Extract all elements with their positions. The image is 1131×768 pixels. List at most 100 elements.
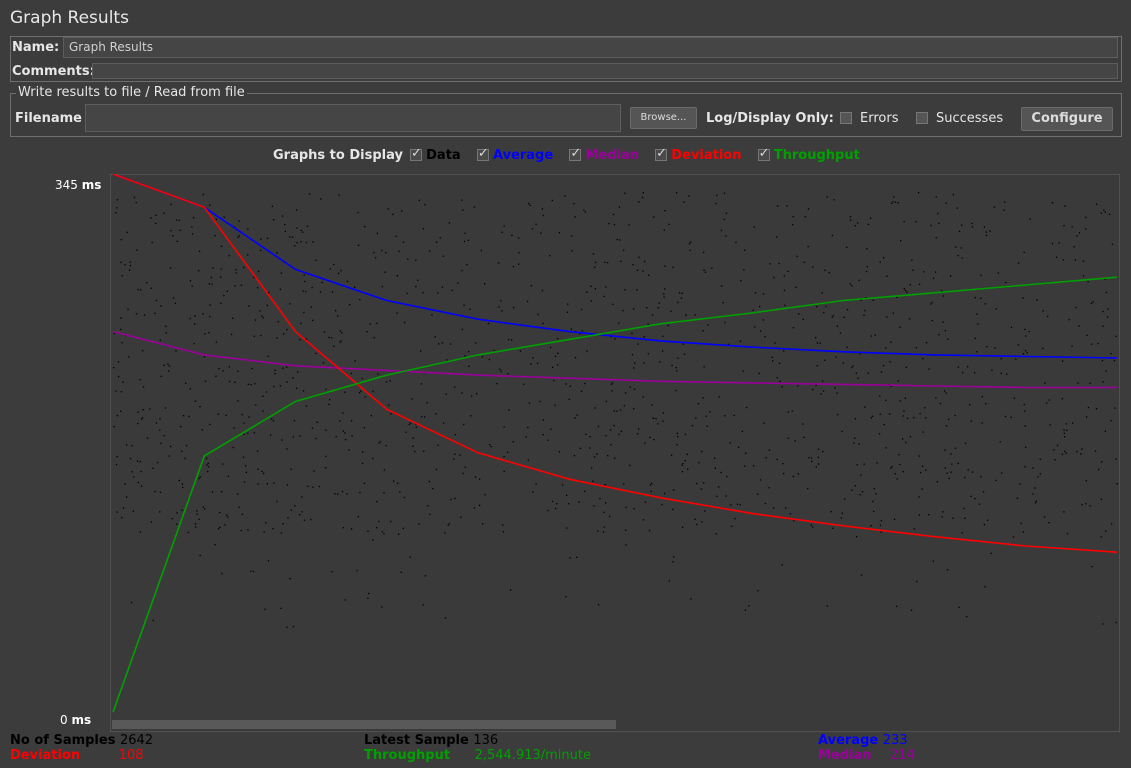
data-point: [349, 303, 351, 306]
data-point: [623, 483, 625, 485]
data-point: [808, 457, 810, 459]
data-point: [484, 283, 486, 285]
data-point: [175, 350, 177, 352]
data-point: [752, 309, 754, 311]
data-point: [903, 288, 905, 290]
data-point: [883, 257, 885, 259]
data-point: [967, 366, 969, 368]
legend-average[interactable]: Average: [476, 146, 553, 163]
data-point: [321, 281, 323, 284]
data-point: [569, 385, 571, 387]
data-point: [586, 291, 588, 293]
legend-throughput[interactable]: Throughput: [757, 146, 860, 163]
data-point: [1101, 461, 1103, 463]
data-point: [834, 387, 836, 389]
data-point: [518, 237, 520, 239]
data-point: [970, 495, 972, 497]
data-point: [1075, 306, 1077, 309]
data-point: [493, 349, 495, 352]
successes-checkbox[interactable]: [916, 112, 928, 124]
data-point: [306, 225, 309, 227]
data-point: [120, 261, 122, 264]
data-checkbox[interactable]: [410, 146, 422, 161]
data-point: [496, 383, 498, 385]
data-point: [401, 210, 403, 212]
data-point: [682, 462, 684, 465]
graph-scrollbar[interactable]: [112, 720, 616, 729]
data-point: [899, 463, 901, 466]
data-point: [250, 570, 252, 572]
data-point: [399, 491, 401, 493]
data-point: [787, 270, 789, 272]
data-point: [532, 491, 534, 493]
data-point: [981, 422, 983, 424]
data-point: [724, 321, 726, 324]
legend-deviation[interactable]: Deviation: [655, 146, 741, 163]
browse-button[interactable]: Browse...: [630, 107, 697, 129]
data-point: [999, 441, 1001, 443]
data-point: [223, 216, 225, 218]
data-point: [176, 523, 178, 525]
data-point: [855, 536, 858, 538]
data-point: [1086, 416, 1088, 418]
data-point: [423, 450, 425, 452]
data-point: [202, 193, 204, 196]
data-point: [233, 427, 235, 429]
data-point: [1085, 216, 1087, 219]
legend-data[interactable]: Data: [410, 146, 461, 163]
data-point: [262, 395, 264, 397]
data-point: [958, 230, 961, 233]
data-point: [276, 337, 278, 339]
data-point: [221, 245, 223, 247]
data-point: [299, 339, 301, 341]
data-point: [624, 392, 627, 394]
median-checkbox[interactable]: [569, 146, 582, 161]
data-point: [889, 361, 891, 363]
data-point: [199, 406, 201, 408]
data-point: [408, 423, 410, 426]
data-point: [279, 385, 282, 387]
data-point: [226, 290, 228, 292]
throughput-checkbox[interactable]: [757, 146, 770, 161]
data-point: [1102, 310, 1104, 313]
data-point: [436, 241, 438, 243]
data-point: [928, 514, 930, 516]
data-point: [220, 276, 222, 278]
data-point: [422, 291, 424, 294]
errors-checkbox[interactable]: [840, 112, 852, 124]
configure-button[interactable]: Configure: [1021, 107, 1113, 131]
data-point: [209, 304, 211, 306]
data-point: [1095, 203, 1098, 205]
data-point: [204, 380, 207, 382]
data-point: [694, 518, 696, 520]
data-point: [778, 362, 781, 364]
data-point: [535, 483, 537, 485]
comments-field[interactable]: [92, 63, 1118, 79]
deviation-checkbox[interactable]: [655, 146, 668, 161]
data-point: [296, 387, 298, 389]
data-point: [632, 308, 635, 310]
data-point: [850, 219, 852, 221]
data-point: [181, 450, 183, 452]
data-point: [122, 507, 125, 509]
data-point: [945, 425, 948, 427]
data-point: [1085, 480, 1087, 482]
filename-field[interactable]: [85, 104, 621, 132]
data-point: [181, 509, 183, 511]
name-field[interactable]: Graph Results: [63, 37, 1118, 58]
data-point: [478, 504, 481, 506]
legend-median[interactable]: Median: [569, 146, 640, 163]
data-point: [558, 451, 561, 453]
data-point: [152, 619, 154, 622]
data-point: [609, 515, 611, 518]
data-point: [565, 596, 567, 598]
average-checkbox[interactable]: [476, 146, 489, 161]
data-point: [642, 192, 644, 194]
data-point: [579, 447, 582, 449]
legend-median-label: Median: [585, 148, 640, 163]
data-point: [729, 442, 731, 444]
data-point: [1078, 325, 1080, 327]
data-point: [754, 292, 757, 294]
data-point: [580, 390, 583, 392]
samples-value: 2642: [119, 733, 154, 748]
